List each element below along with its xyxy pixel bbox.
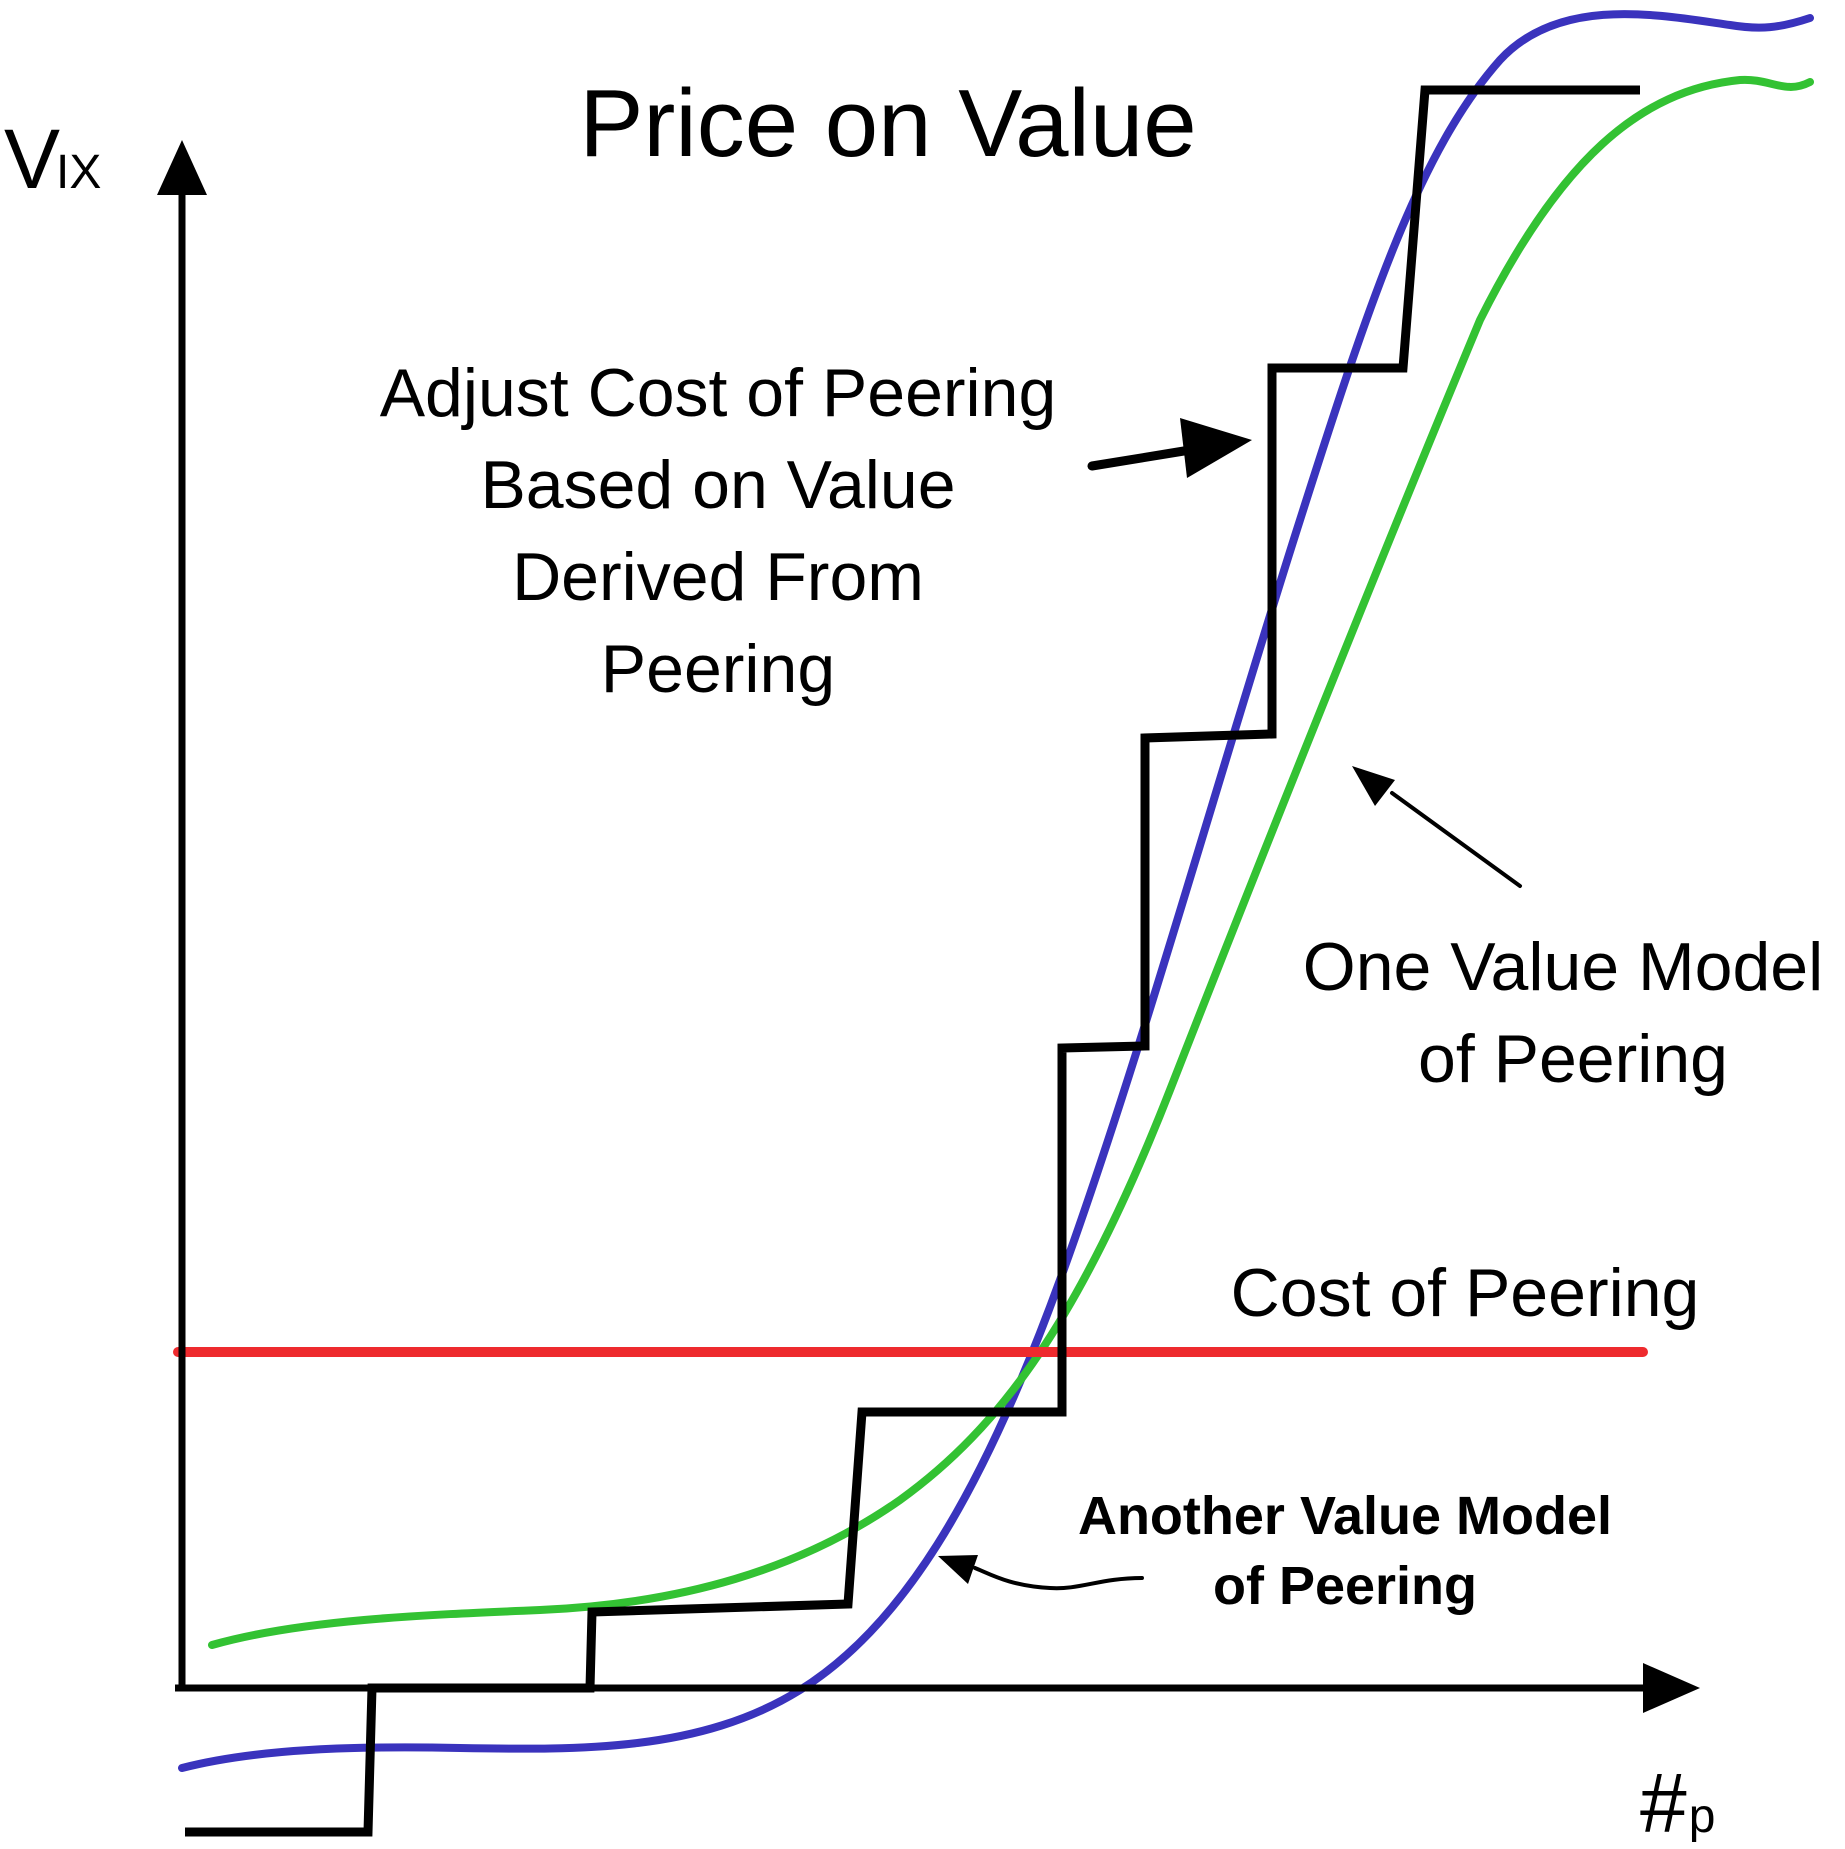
x-axis-subscript: p <box>1689 1790 1716 1843</box>
chart-title: Price on Value <box>579 70 1196 177</box>
adjust-cost-arrow <box>1087 418 1252 478</box>
x-axis-arrowhead <box>1643 1663 1700 1713</box>
green-value-curve <box>208 75 1814 1649</box>
one-value-model-line-2: of Peering <box>1418 1021 1728 1097</box>
adjust-cost-line-2: Based on Value <box>480 447 955 523</box>
one-value-model-arrow <box>1352 766 1522 888</box>
y-axis-subscript: IX <box>56 146 101 199</box>
another-value-model-line-2: of Peering <box>1213 1556 1477 1616</box>
one-value-model-annotation: One Value Model of Peering <box>1303 929 1823 1097</box>
adjust-cost-line-4: Peering <box>601 631 835 707</box>
x-axis-symbol: # <box>1640 1756 1687 1849</box>
another-value-model-arrow <box>938 1555 1144 1591</box>
cost-of-peering-label: Cost of Peering <box>1231 1255 1700 1331</box>
one-value-model-line-1: One Value Model <box>1303 929 1823 1005</box>
y-axis-label: VIX <box>4 112 101 206</box>
another-value-model-line-1: Another Value Model <box>1078 1486 1612 1546</box>
adjust-cost-annotation: Adjust Cost of Peering Based on Value De… <box>380 355 1057 707</box>
adjust-cost-line-3: Derived From <box>512 539 924 615</box>
y-axis-symbol: V <box>4 112 60 206</box>
another-value-model-annotation: Another Value Model of Peering <box>1078 1486 1612 1616</box>
x-axis-label: #p <box>1640 1756 1715 1849</box>
y-axis-arrowhead <box>157 140 207 195</box>
adjust-cost-line-1: Adjust Cost of Peering <box>380 355 1057 431</box>
